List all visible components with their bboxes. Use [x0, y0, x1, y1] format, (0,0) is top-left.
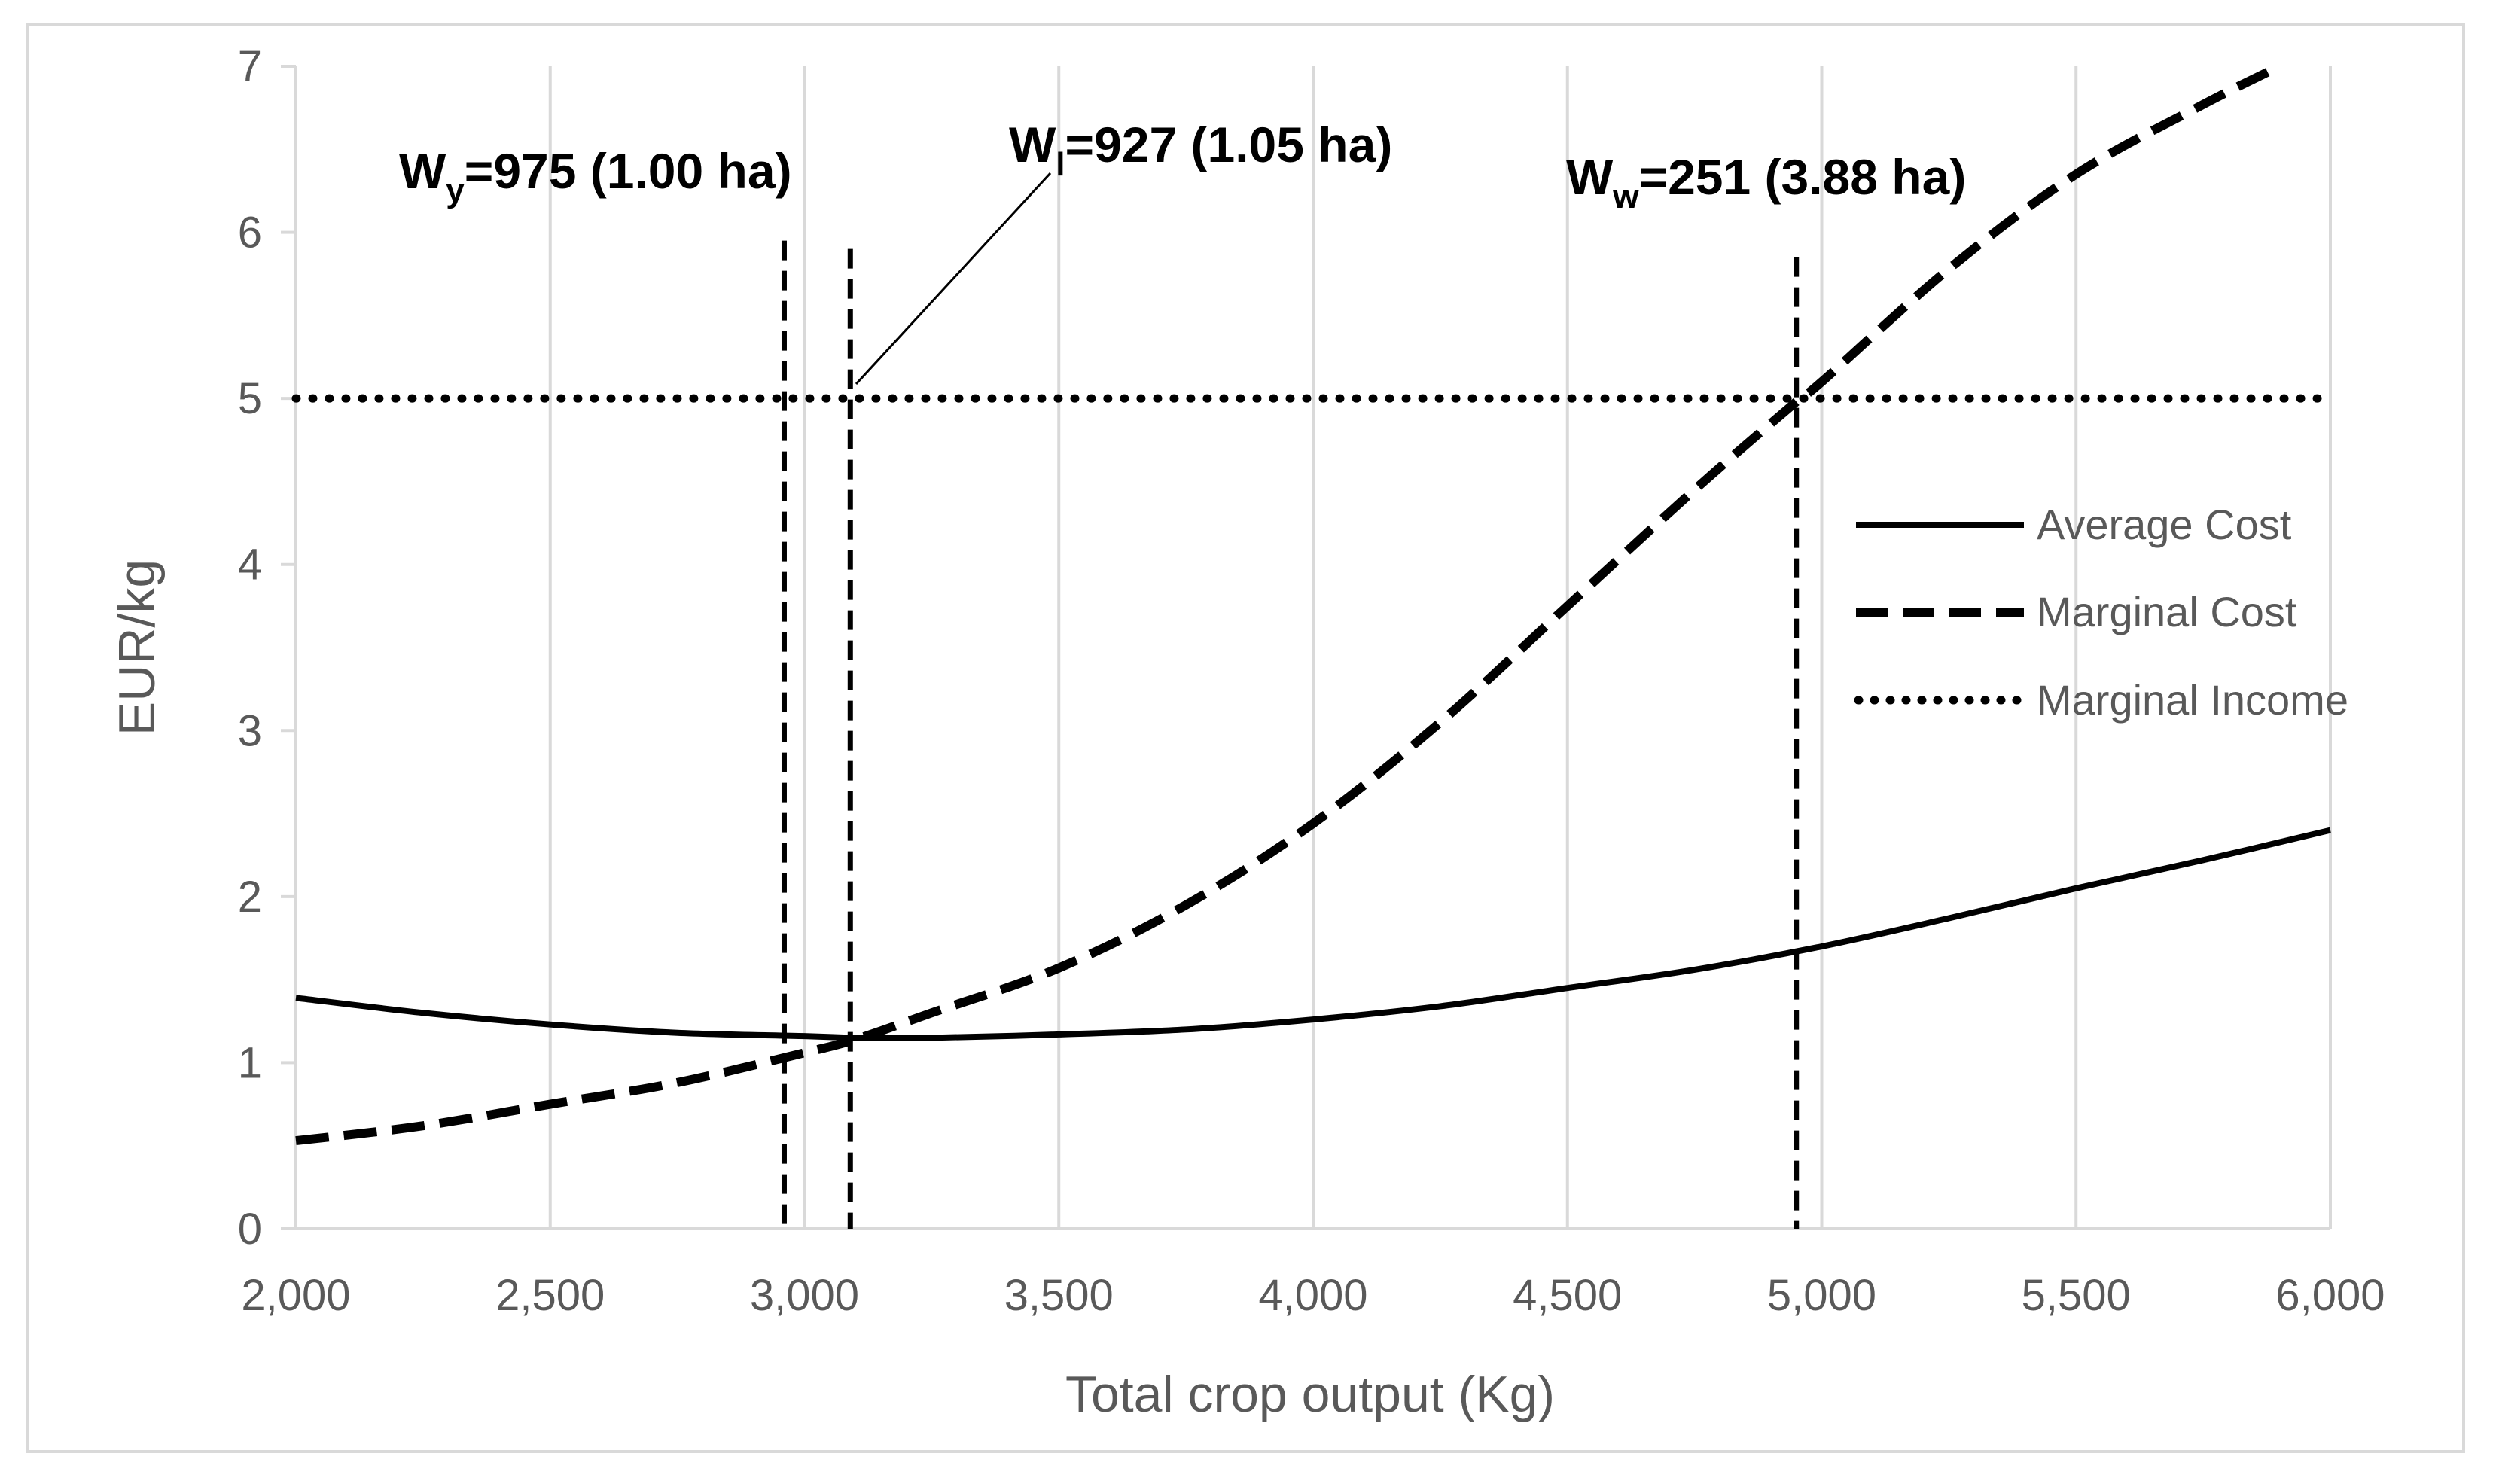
reference-lines: [781, 240, 1800, 1229]
y-tick-label-1: 1: [238, 1038, 262, 1087]
y-tick-label-5: 5: [238, 374, 262, 423]
y-tick-label-7: 7: [238, 42, 262, 91]
annotation-wy: Wy=975 (1.00 ha): [399, 143, 792, 209]
y-tick-label-0: 0: [238, 1205, 262, 1254]
annotation-ww: Ww=251 (3.88 ha): [1566, 149, 1966, 215]
series-line-average-cost: [295, 827, 2331, 1041]
legend-label-marginal-cost: Marginal Cost: [2037, 588, 2297, 635]
annotation-leader-line: [855, 172, 1052, 385]
y-tick-label-4: 4: [238, 541, 262, 590]
x-tick-label-4000: 4,000: [1258, 1271, 1367, 1320]
axes: [281, 65, 2330, 1230]
x-axis-title: Total crop output (Kg): [1065, 1366, 1555, 1423]
chart-frame: [26, 23, 2465, 1453]
legend: Average Cost Marginal Cost Marginal Inco…: [1854, 501, 2348, 724]
x-tick-label-3500: 3,500: [1004, 1271, 1114, 1320]
grid-lines: [548, 66, 2332, 1229]
annotation-wl: Wl=927 (1.05 ha): [1009, 117, 1392, 183]
x-tick-label-4500: 4,500: [1513, 1271, 1622, 1320]
series: [291, 62, 2335, 1146]
legend-label-marginal-income: Marginal Income: [2037, 676, 2348, 724]
x-tick-label-5000: 5,000: [1767, 1271, 1876, 1320]
legend-label-average-cost: Average Cost: [2037, 501, 2292, 548]
y-tick-label-2: 2: [238, 873, 262, 922]
x-tick-label-5500: 5,500: [2022, 1271, 2131, 1320]
x-tick-label-3000: 3,000: [750, 1271, 859, 1320]
y-tick-label-3: 3: [238, 706, 262, 755]
y-tick-label-6: 6: [238, 209, 262, 257]
series-line-marginal-cost: [295, 62, 2282, 1146]
annotations: Wy=975 (1.00 ha) Wl=927 (1.05 ha) Ww=251…: [399, 117, 1966, 385]
y-axis-title: EUR/kg: [108, 559, 166, 736]
x-tick-label-2500: 2,500: [495, 1271, 605, 1320]
x-tick-label-2000: 2,000: [241, 1271, 350, 1320]
x-tick-label-6000: 6,000: [2275, 1271, 2385, 1320]
tick-labels: 2,000 2,500 3,000 3,500 4,000 4,500 5,000 5,500…: [238, 42, 2385, 1320]
